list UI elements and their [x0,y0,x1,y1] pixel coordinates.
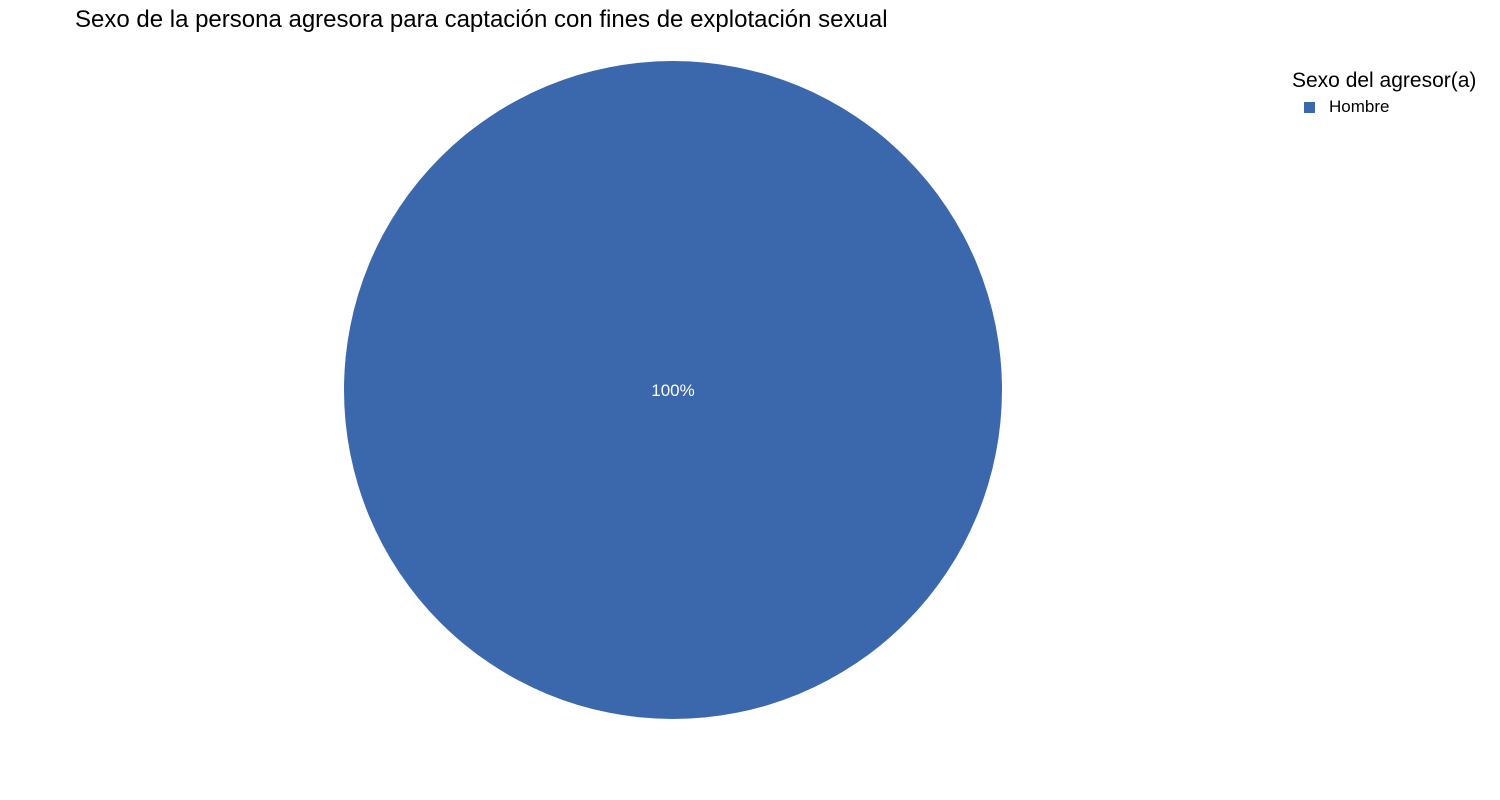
legend-item-hombre: Hombre [1304,97,1476,117]
pie-slice-hombre [344,61,1002,719]
legend-swatch [1304,101,1315,113]
chart-title: Sexo de la persona agresora para captaci… [75,6,888,33]
legend-label: Hombre [1329,97,1390,116]
legend: Sexo del agresor(a) Hombre [1292,69,1476,117]
legend-title: Sexo del agresor(a) [1292,69,1477,92]
slice-data-label: 100% [651,381,694,400]
